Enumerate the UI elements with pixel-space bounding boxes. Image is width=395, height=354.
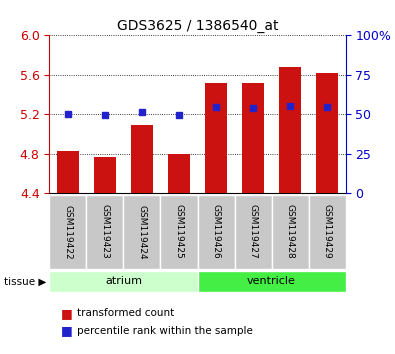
Text: transformed count: transformed count [77, 308, 174, 318]
Bar [198, 271, 346, 292]
Text: GSM119428: GSM119428 [286, 205, 295, 259]
Bar [242, 83, 264, 193]
Text: ventricle: ventricle [247, 276, 296, 286]
Bar [198, 195, 235, 269]
Text: GSM119425: GSM119425 [175, 205, 184, 259]
Text: ■: ■ [61, 307, 73, 320]
Bar [316, 73, 338, 193]
Bar [57, 150, 79, 193]
Bar [272, 195, 308, 269]
Bar [87, 195, 123, 269]
Title: GDS3625 / 1386540_at: GDS3625 / 1386540_at [117, 19, 278, 33]
Bar [49, 271, 198, 292]
Text: percentile rank within the sample: percentile rank within the sample [77, 326, 253, 336]
Text: tissue ▶: tissue ▶ [4, 276, 46, 286]
Bar [49, 195, 87, 269]
Bar [131, 125, 153, 193]
Text: GSM119422: GSM119422 [63, 205, 72, 259]
Text: ■: ■ [61, 325, 73, 337]
Text: GSM119427: GSM119427 [248, 205, 258, 259]
Bar [205, 83, 227, 193]
Text: GSM119423: GSM119423 [100, 205, 109, 259]
Text: atrium: atrium [105, 276, 142, 286]
Text: GSM119426: GSM119426 [211, 205, 220, 259]
Bar [168, 154, 190, 193]
Bar [94, 156, 116, 193]
Text: GSM119429: GSM119429 [323, 205, 332, 259]
Bar [308, 195, 346, 269]
Bar [123, 195, 160, 269]
Text: GSM119424: GSM119424 [137, 205, 147, 259]
Bar [279, 67, 301, 193]
Bar [235, 195, 272, 269]
Bar [160, 195, 198, 269]
